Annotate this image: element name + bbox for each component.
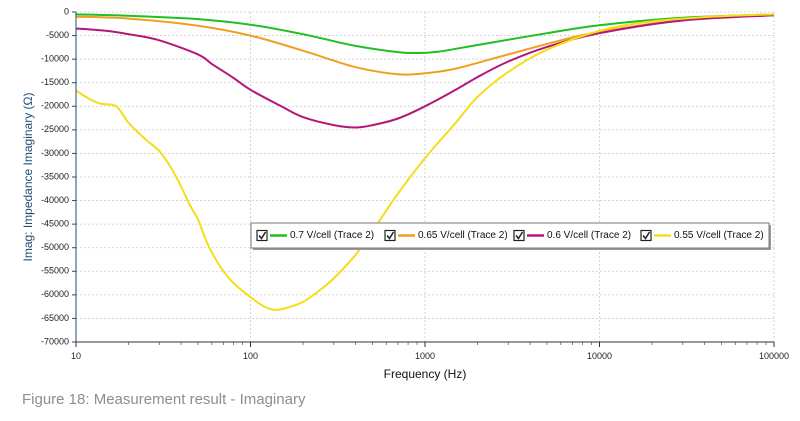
y-tick-label: -10000 xyxy=(41,54,69,64)
y-tick-label: -20000 xyxy=(41,101,69,111)
x-axis-ticks: 10 100 1000 10000 100000 xyxy=(71,342,789,361)
figure-caption: Figure 18: Measurement result - Imaginar… xyxy=(22,391,306,408)
y-axis-ticks: 0 -5000 -10000 -15000 -20000 -25000 -30000 -350… xyxy=(41,6,76,346)
y-tick-label: -50000 xyxy=(41,242,69,252)
legend-checkbox xyxy=(384,229,396,242)
legend: 0.7 V/cell (Trace 2) 0.65 V/cell (Trace 2… xyxy=(250,222,771,250)
legend-checkbox xyxy=(256,229,268,242)
check-icon xyxy=(642,231,651,240)
y-tick-label: -5000 xyxy=(46,30,69,40)
y-tick-label: -65000 xyxy=(41,313,69,323)
y-tick-label: -55000 xyxy=(41,266,69,276)
legend-box xyxy=(250,222,770,249)
series-line-1 xyxy=(75,13,775,55)
series-line-4 xyxy=(75,13,775,311)
legend-checkbox xyxy=(640,229,652,242)
x-tick-label: 100 xyxy=(243,351,258,361)
x-axis-label: Frequency (Hz) xyxy=(384,367,467,381)
legend-label: 0.6 V/cell (Trace 2) xyxy=(547,230,631,241)
y-tick-label: -35000 xyxy=(41,171,69,181)
y-axis-label: Imag: Impedance Imaginary (Ω) xyxy=(21,92,35,261)
series-line-2 xyxy=(75,13,775,76)
x-tick-label: 10000 xyxy=(587,351,612,361)
impedance-chart: 0 -5000 -10000 -15000 -20000 -25000 -30000 -350… xyxy=(21,6,789,381)
y-tick-label: 0 xyxy=(64,6,69,16)
series-lines xyxy=(75,13,775,311)
series-line-3 xyxy=(75,14,775,129)
x-tick-label: 10 xyxy=(71,351,81,361)
y-tick-label: -40000 xyxy=(41,195,69,205)
y-tick-label: -25000 xyxy=(41,124,69,134)
y-tick-label: -30000 xyxy=(41,148,69,158)
check-icon xyxy=(386,231,395,240)
y-tick-label: -60000 xyxy=(41,289,69,299)
x-tick-label: 100000 xyxy=(759,351,789,361)
legend-checkbox xyxy=(513,229,525,242)
legend-label: 0.55 V/cell (Trace 2) xyxy=(674,230,764,241)
legend-label: 0.65 V/cell (Trace 2) xyxy=(418,230,508,241)
legend-label: 0.7 V/cell (Trace 2) xyxy=(290,230,374,241)
check-icon xyxy=(258,231,267,240)
y-tick-label: -15000 xyxy=(41,77,69,87)
check-icon xyxy=(515,231,524,240)
y-tick-label: -45000 xyxy=(41,219,69,229)
x-tick-label: 1000 xyxy=(415,351,435,361)
y-tick-label: -70000 xyxy=(41,336,69,346)
